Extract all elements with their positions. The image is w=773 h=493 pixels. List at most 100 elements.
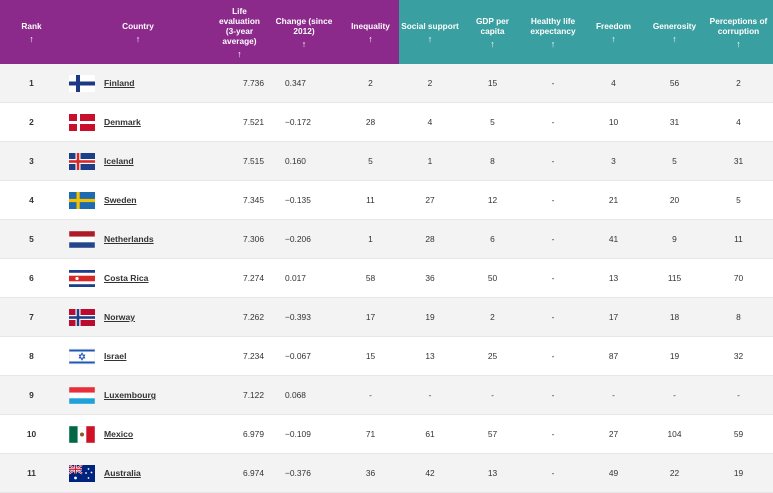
freedom-cell: 10 bbox=[582, 102, 645, 142]
header-label: Healthy life expectancy bbox=[530, 15, 576, 36]
change-cell: −0.135 bbox=[266, 180, 342, 220]
header-freedom[interactable]: Freedom ↑ bbox=[582, 0, 645, 64]
header-label: Life evaluation (3-year average) bbox=[218, 5, 261, 46]
corruption-cell: 2 bbox=[704, 64, 773, 103]
header-change[interactable]: Change (since 2012) ↑ bbox=[266, 0, 342, 64]
country-link[interactable]: Israel bbox=[104, 351, 127, 361]
gdp-cell: 5 bbox=[461, 102, 524, 142]
gdp-cell: 12 bbox=[461, 180, 524, 220]
rank-cell: 8 bbox=[0, 336, 63, 376]
header-country[interactable]: Country ↑ bbox=[63, 0, 213, 64]
country-link[interactable]: Iceland bbox=[104, 156, 134, 166]
country-link[interactable]: Finland bbox=[104, 78, 135, 88]
country-link[interactable]: Mexico bbox=[104, 429, 134, 439]
healthy-life-cell: - bbox=[524, 375, 582, 415]
country-link[interactable]: Norway bbox=[104, 312, 136, 322]
header-social-support[interactable]: Social support ↑ bbox=[399, 0, 461, 64]
header-gdp-per-capita[interactable]: GDP per capita ↑ bbox=[461, 0, 524, 64]
header-label: GDP per capita bbox=[475, 15, 510, 36]
sort-arrow-icon: ↑ bbox=[672, 33, 677, 44]
table-row: 8 Israel 7.234 −0.067 15 13 25 - 87 19 3… bbox=[0, 336, 773, 376]
country-link[interactable]: Sweden bbox=[104, 195, 137, 205]
sort-arrow-icon: ↑ bbox=[29, 33, 34, 44]
header-healthy-life-expectancy[interactable]: Healthy life expectancy ↑ bbox=[524, 0, 582, 64]
healthy-life-cell: - bbox=[524, 219, 582, 259]
social-support-cell: 13 bbox=[399, 336, 461, 376]
freedom-cell: - bbox=[582, 375, 645, 415]
inequality-cell: 17 bbox=[342, 297, 399, 337]
header-label: Perceptions of corruption bbox=[709, 15, 768, 36]
rank-cell: 10 bbox=[0, 414, 63, 454]
life-evaluation-cell: 7.262 bbox=[213, 297, 266, 337]
freedom-cell: 87 bbox=[582, 336, 645, 376]
table-row: 1 Finland 7.736 0.347 2 2 15 - 4 56 2 bbox=[0, 64, 773, 103]
gdp-cell: - bbox=[461, 375, 524, 415]
country-link[interactable]: Denmark bbox=[104, 117, 141, 127]
country-link[interactable]: Netherlands bbox=[104, 234, 154, 244]
social-support-cell: 28 bbox=[399, 219, 461, 259]
generosity-cell: - bbox=[645, 375, 704, 415]
table-row: 4 Sweden 7.345 −0.135 11 27 12 - 21 20 5 bbox=[0, 180, 773, 220]
sort-arrow-icon: ↑ bbox=[301, 38, 307, 49]
freedom-cell: 21 bbox=[582, 180, 645, 220]
change-cell: −0.109 bbox=[266, 414, 342, 454]
country-link[interactable]: Luxembourg bbox=[104, 390, 157, 400]
life-evaluation-cell: 7.515 bbox=[213, 141, 266, 181]
healthy-life-cell: - bbox=[524, 102, 582, 142]
gdp-cell: 2 bbox=[461, 297, 524, 337]
sort-arrow-icon: ↑ bbox=[550, 38, 556, 49]
generosity-cell: 5 bbox=[645, 141, 704, 181]
country-cell: Norway bbox=[63, 297, 213, 337]
generosity-cell: 31 bbox=[645, 102, 704, 142]
freedom-cell: 17 bbox=[582, 297, 645, 337]
gdp-cell: 25 bbox=[461, 336, 524, 376]
finland-flag-icon bbox=[69, 74, 95, 92]
header-label: Change (since 2012) bbox=[275, 15, 333, 36]
social-support-cell: 27 bbox=[399, 180, 461, 220]
header-perceptions-of-corruption[interactable]: Perceptions of corruption ↑ bbox=[704, 0, 773, 64]
mexico-flag-icon bbox=[69, 425, 95, 443]
healthy-life-cell: - bbox=[524, 180, 582, 220]
rank-cell: 2 bbox=[0, 102, 63, 142]
sort-arrow-icon: ↑ bbox=[611, 33, 616, 44]
social-support-cell: 19 bbox=[399, 297, 461, 337]
table-row: 3 Iceland 7.515 0.160 5 1 8 - 3 5 31 bbox=[0, 141, 773, 181]
header-label: Freedom bbox=[595, 20, 632, 31]
header-label: Generosity bbox=[652, 20, 697, 31]
generosity-cell: 18 bbox=[645, 297, 704, 337]
inequality-cell: - bbox=[342, 375, 399, 415]
rank-cell: 1 bbox=[0, 64, 63, 103]
corruption-cell: 4 bbox=[704, 102, 773, 142]
generosity-cell: 56 bbox=[645, 64, 704, 103]
inequality-cell: 15 bbox=[342, 336, 399, 376]
header-generosity[interactable]: Generosity ↑ bbox=[645, 0, 704, 64]
denmark-flag-icon bbox=[69, 113, 95, 131]
corruption-cell: 5 bbox=[704, 180, 773, 220]
inequality-cell: 36 bbox=[342, 453, 399, 493]
country-cell: Luxembourg bbox=[63, 375, 213, 415]
country-cell: Denmark bbox=[63, 102, 213, 142]
country-cell: Australia bbox=[63, 453, 213, 493]
country-link[interactable]: Costa Rica bbox=[104, 273, 149, 283]
sweden-flag-icon bbox=[69, 191, 95, 209]
corruption-cell: 8 bbox=[704, 297, 773, 337]
sort-arrow-icon: ↑ bbox=[490, 38, 495, 49]
gdp-cell: 8 bbox=[461, 141, 524, 181]
table-row: 6 Costa Rica 7.274 0.017 58 36 50 - 13 1… bbox=[0, 258, 773, 298]
country-cell: Mexico bbox=[63, 414, 213, 454]
social-support-cell: 42 bbox=[399, 453, 461, 493]
freedom-cell: 27 bbox=[582, 414, 645, 454]
life-evaluation-cell: 7.345 bbox=[213, 180, 266, 220]
change-cell: −0.206 bbox=[266, 219, 342, 259]
header-rank[interactable]: Rank ↑ bbox=[0, 0, 63, 64]
table-body: 1 Finland 7.736 0.347 2 2 15 - 4 56 2 2 … bbox=[0, 64, 773, 493]
header-life-evaluation[interactable]: Life evaluation (3-year average) ↑ bbox=[213, 0, 266, 64]
sort-arrow-icon: ↑ bbox=[237, 48, 242, 59]
healthy-life-cell: - bbox=[524, 258, 582, 298]
rank-cell: 5 bbox=[0, 219, 63, 259]
australia-flag-icon bbox=[69, 464, 95, 482]
country-cell: Sweden bbox=[63, 180, 213, 220]
country-link[interactable]: Australia bbox=[104, 468, 141, 478]
header-inequality[interactable]: Inequality ↑ bbox=[342, 0, 399, 64]
inequality-cell: 58 bbox=[342, 258, 399, 298]
